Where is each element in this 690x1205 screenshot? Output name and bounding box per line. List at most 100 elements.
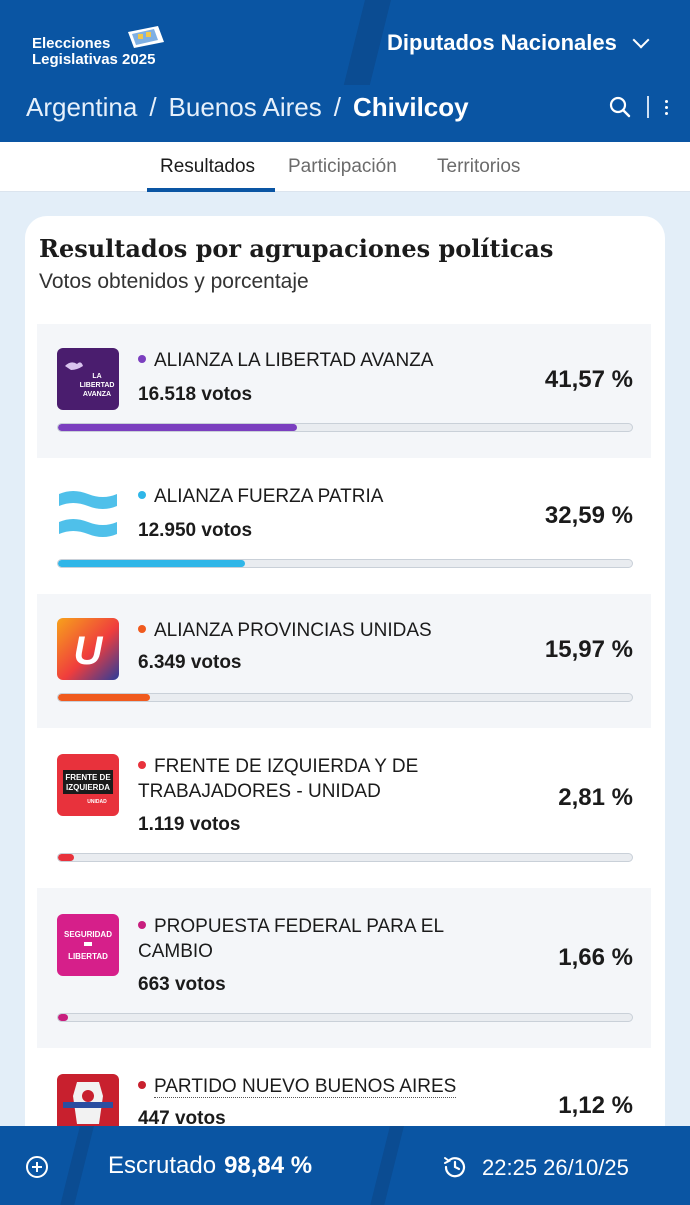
breadcrumb-separator: / bbox=[333, 92, 341, 122]
header-icon-divider bbox=[647, 96, 649, 118]
party-color-dot bbox=[138, 760, 146, 769]
breadcrumb-district: Chivilcoy bbox=[353, 92, 469, 122]
history-clock-icon bbox=[444, 1157, 466, 1178]
party-color-dot bbox=[138, 920, 146, 929]
tab-bar: Resultados Participación Territorios bbox=[0, 142, 690, 192]
category-select[interactable]: Diputados Nacionales bbox=[387, 30, 650, 56]
party-progress-bar bbox=[57, 559, 633, 568]
party-name: ALIANZA PROVINCIAS UNIDAS bbox=[138, 618, 478, 643]
card-subtitle: Votos obtenidos y porcentaje bbox=[39, 270, 309, 293]
party-name-text: ALIANZA LA LIBERTAD AVANZA bbox=[154, 350, 434, 371]
party-progress-bar bbox=[57, 853, 633, 862]
party-color-dot bbox=[138, 354, 146, 363]
expand-plus-icon[interactable] bbox=[26, 1156, 48, 1178]
party-name-text: PARTIDO NUEVO BUENOS AIRES bbox=[154, 1076, 457, 1098]
app-header: Elecciones Legislativas 2025 Diputados N… bbox=[0, 0, 690, 142]
party-votes: 447 votos bbox=[138, 1108, 226, 1129]
fit-logo-icon: FRENTE DE IZQUIERDA UNIDAD bbox=[63, 770, 113, 805]
logo-line-1: Elecciones bbox=[32, 35, 111, 52]
party-row[interactable]: SEGURIDAD LIBERTAD PROPUESTA FEDERAL PAR… bbox=[37, 888, 651, 1048]
party-name: PARTIDO NUEVO BUENOS AIRES bbox=[138, 1074, 457, 1099]
breadcrumb: Argentina / Buenos Aires / Chivilcoy bbox=[26, 92, 469, 123]
party-row[interactable]: U ALIANZA PROVINCIAS UNIDAS 6.349 votos … bbox=[37, 594, 651, 728]
provincias-unidas-logo: U bbox=[57, 618, 119, 680]
libertad-avanza-logo: LA LIBERTAD AVANZA bbox=[57, 348, 119, 410]
footer-divider bbox=[368, 1126, 406, 1205]
logo-text-libertad: LIBERTAD bbox=[80, 382, 115, 389]
elecciones-logo[interactable]: Elecciones Legislativas 2025 bbox=[32, 24, 182, 70]
party-percent: 15,97 % bbox=[544, 636, 633, 663]
shield-icon bbox=[63, 1082, 113, 1124]
header-divider bbox=[343, 0, 393, 85]
status-footer: Escrutado 98,84 % 22:25 26/10/25 bbox=[0, 1126, 690, 1205]
logo-text-libertad: LIBERTAD bbox=[68, 952, 108, 961]
footer-divider bbox=[58, 1126, 96, 1205]
u-letter-icon: U bbox=[74, 629, 104, 673]
frente-izquierda-logo: FRENTE DE IZQUIERDA UNIDAD bbox=[57, 754, 119, 816]
category-label: Diputados Nacionales bbox=[387, 30, 617, 55]
party-progress-fill bbox=[58, 424, 297, 431]
lion-icon: LA LIBERTAD AVANZA bbox=[65, 362, 115, 398]
logo-text-la: LA bbox=[92, 373, 101, 380]
logo-text-izquierda: IZQUIERDA bbox=[66, 783, 110, 792]
party-progress-bar bbox=[57, 423, 633, 432]
party-progress-fill bbox=[58, 854, 75, 861]
party-votes: 663 votos bbox=[138, 974, 226, 995]
update-datetime: 22:25 26/10/25 bbox=[482, 1155, 629, 1180]
party-votes: 12.950 votos bbox=[138, 520, 253, 541]
logo-text-avanza: AVANZA bbox=[83, 391, 111, 398]
ballot-box-icon bbox=[128, 26, 164, 48]
tab-resultados[interactable]: Resultados bbox=[160, 156, 256, 177]
party-name-text: ALIANZA PROVINCIAS UNIDAS bbox=[154, 620, 432, 641]
party-row[interactable]: FRENTE DE IZQUIERDA UNIDAD FRENTE DE IZQ… bbox=[37, 728, 651, 888]
party-progress-fill bbox=[58, 560, 246, 567]
logo-text-frente: FRENTE DE bbox=[65, 773, 111, 782]
breadcrumb-country[interactable]: Argentina bbox=[26, 92, 138, 122]
fuerza-patria-logo bbox=[57, 484, 119, 546]
party-percent: 32,59 % bbox=[544, 502, 633, 529]
logo-line-2: Legislativas 2025 bbox=[32, 51, 156, 68]
party-progress-fill bbox=[58, 1014, 68, 1021]
party-color-dot bbox=[138, 1080, 146, 1089]
breadcrumb-separator: / bbox=[149, 92, 157, 122]
party-progress-bar bbox=[57, 693, 633, 702]
tab-territorios[interactable]: Territorios bbox=[437, 156, 521, 177]
logo-text: Elecciones Legislativas 2025 bbox=[32, 36, 155, 68]
flag-icon bbox=[59, 491, 117, 537]
party-votes: 16.518 votos bbox=[138, 384, 253, 405]
header-actions bbox=[609, 96, 668, 118]
tab-participacion[interactable]: Participación bbox=[288, 156, 397, 177]
party-percent: 2,81 % bbox=[558, 784, 633, 811]
party-progress-fill bbox=[58, 694, 150, 701]
party-name: FRENTE DE IZQUIERDA Y DE TRABAJADORES - … bbox=[138, 754, 478, 804]
more-options-icon[interactable] bbox=[665, 99, 668, 115]
search-icon[interactable] bbox=[609, 96, 631, 118]
party-row[interactable]: LA LIBERTAD AVANZA ALIANZA LA LIBERTAD A… bbox=[37, 324, 651, 458]
party-name-text: FRENTE DE IZQUIERDA Y DE TRABAJADORES - … bbox=[138, 756, 419, 802]
scrutiny-status: Escrutado 98,84 % bbox=[108, 1152, 312, 1180]
party-percent: 1,66 % bbox=[558, 944, 633, 971]
card-title: Resultados por agrupaciones políticas bbox=[39, 234, 554, 263]
chevron-down-icon bbox=[632, 31, 650, 49]
active-tab-indicator bbox=[147, 188, 275, 192]
nuevo-buenos-aires-logo bbox=[57, 1074, 119, 1136]
party-percent: 1,12 % bbox=[558, 1092, 633, 1119]
party-name-text: ALIANZA FUERZA PATRIA bbox=[154, 486, 384, 507]
party-progress-bar bbox=[57, 1013, 633, 1022]
logo-text-seguridad: SEGURIDAD bbox=[64, 930, 112, 939]
scrutiny-value: 98,84 % bbox=[224, 1152, 313, 1179]
seguridad-libertad-logo: SEGURIDAD LIBERTAD bbox=[57, 914, 119, 976]
seguridad-libertad-icon: SEGURIDAD LIBERTAD bbox=[64, 930, 112, 961]
party-votes: 1.119 votos bbox=[138, 814, 241, 835]
party-percent: 41,57 % bbox=[544, 366, 633, 393]
party-row[interactable]: PARTIDO NUEVO BUENOS AIRES 447 votos 1,1… bbox=[37, 1048, 651, 1188]
party-row[interactable]: ALIANZA FUERZA PATRIA 12.950 votos 32,59… bbox=[37, 458, 651, 594]
top-bar: Elecciones Legislativas 2025 Diputados N… bbox=[0, 0, 690, 85]
party-name-text: PROPUESTA FEDERAL PARA EL CAMBIO bbox=[138, 916, 444, 962]
scrutiny-label: Escrutado bbox=[108, 1152, 217, 1179]
party-votes: 6.349 votos bbox=[138, 652, 242, 673]
logo-text-unidad: UNIDAD bbox=[87, 799, 107, 805]
logo-text-u: U bbox=[74, 629, 104, 673]
breadcrumb-province[interactable]: Buenos Aires bbox=[168, 92, 322, 122]
results-card: Resultados por agrupaciones políticas Vo… bbox=[25, 216, 665, 1205]
